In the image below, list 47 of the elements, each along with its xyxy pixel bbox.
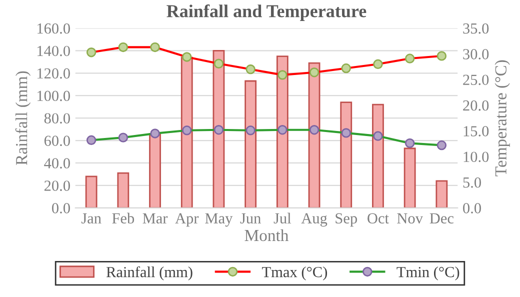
- bar: [244, 80, 257, 208]
- bar: [117, 172, 130, 208]
- y2-tick-label: 30.0: [463, 49, 489, 60]
- y2-tick-label: 10.0: [464, 152, 489, 162]
- y2-tick-label: 15.0: [464, 126, 489, 136]
- y-tick-label: 160.0: [38, 23, 70, 34]
- bar: [436, 180, 448, 208]
- y-tick-label: 120.0: [38, 68, 70, 79]
- bar: [180, 56, 193, 208]
- legend-label: Tmin (°C): [396, 266, 460, 280]
- x-axis-title: Month: [244, 229, 289, 242]
- x-tick-label: Jul: [274, 212, 292, 224]
- x-tick-label: May: [205, 213, 233, 227]
- bar: [149, 133, 161, 208]
- x-tick-label: Apr: [175, 213, 199, 227]
- y2-axis-title: Temperature (°C): [494, 60, 510, 176]
- x-tick-label: Jun: [240, 213, 261, 224]
- chart-title: Rainfall and Temperature: [166, 4, 366, 21]
- x-tick-label: Nov: [397, 213, 423, 224]
- y-axis-title: Rainfall (mm): [15, 71, 31, 166]
- y-tick-label: 140.0: [38, 46, 70, 56]
- x-tick-label: Feb: [112, 212, 134, 224]
- bar: [372, 104, 384, 208]
- y2-tick-label: 35.0: [463, 23, 489, 34]
- x-tick-label: Jan: [81, 213, 102, 224]
- legend-label: Rainfall (mm): [106, 266, 192, 280]
- y2-tick-label: 0.0: [463, 203, 481, 214]
- y2-tick-label: 25.0: [463, 74, 489, 86]
- bar: [276, 56, 288, 208]
- bar: [404, 148, 416, 208]
- x-tick-label: Oct: [368, 213, 389, 224]
- y-tick-label: 60.0: [44, 136, 70, 146]
- bar: [340, 102, 352, 208]
- y2-tick-label: 20.0: [463, 100, 489, 111]
- y-tick-label: 20.0: [44, 180, 70, 191]
- legend-label: Tmax (°C): [262, 266, 328, 280]
- y-tick-label: 0.0: [52, 203, 70, 214]
- y-tick-label: 40.0: [44, 158, 70, 168]
- y-tick-label: 100.0: [38, 90, 70, 102]
- x-tick-label: Aug: [301, 213, 328, 227]
- bar: [85, 176, 98, 208]
- bar: [212, 50, 225, 208]
- y-tick-label: 80.0: [44, 113, 70, 124]
- y2-tick-label: 5.0: [463, 177, 481, 188]
- x-tick-label: Dec: [430, 213, 454, 224]
- x-tick-label: Sep: [336, 213, 357, 227]
- x-tick-label: Mar: [142, 213, 168, 224]
